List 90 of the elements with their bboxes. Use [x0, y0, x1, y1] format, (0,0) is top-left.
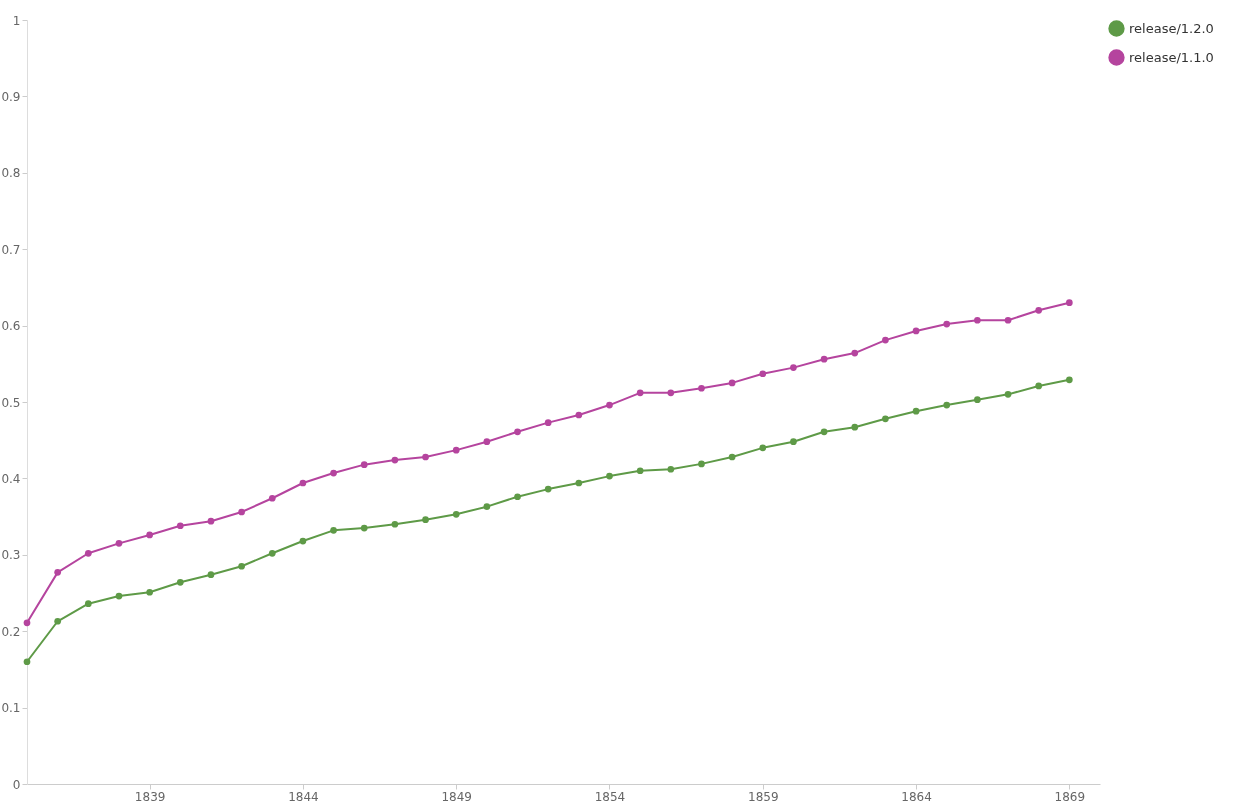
point: [299, 479, 307, 487]
point: [728, 453, 736, 461]
point: [698, 384, 705, 392]
point: [268, 549, 276, 557]
point: [790, 438, 797, 446]
point: [1065, 376, 1073, 384]
point: [391, 520, 399, 528]
point: [514, 428, 521, 436]
point: [422, 453, 429, 461]
point: [1035, 306, 1043, 314]
point: [299, 537, 307, 545]
point: [912, 327, 920, 335]
point: [943, 401, 951, 409]
point: [912, 407, 920, 415]
x-tick-label: 1839: [134, 789, 166, 804]
point: [146, 588, 153, 596]
point: [1004, 316, 1012, 324]
point: [54, 617, 62, 625]
point: [636, 467, 644, 475]
point: [360, 461, 368, 468]
y-tick-label: 0.6: [1, 319, 21, 334]
point: [820, 428, 828, 436]
point: [1035, 382, 1043, 390]
y-tick-label: 0.5: [1, 395, 21, 410]
x-tick-label: 1869: [1054, 789, 1086, 804]
y-tick-label: 0.8: [1, 166, 21, 181]
point: [391, 456, 399, 464]
point: [728, 379, 736, 387]
point: [882, 415, 889, 423]
point: [84, 549, 92, 557]
point: [974, 396, 981, 404]
point: [268, 494, 276, 502]
point: [575, 411, 583, 419]
y-tick-label: 0.9: [1, 89, 21, 104]
point: [636, 389, 644, 397]
point: [851, 423, 859, 431]
point: [115, 539, 123, 547]
point: [452, 510, 460, 518]
y-tick-label: 0.4: [1, 471, 21, 486]
point: [514, 493, 521, 501]
point: [207, 571, 215, 579]
x-tick-label: 1864: [901, 789, 932, 804]
legend-label: release/1.2.0: [1129, 20, 1214, 36]
point: [943, 320, 951, 328]
x-tick-label: 1844: [288, 789, 319, 804]
point: [483, 503, 491, 511]
point: [84, 600, 92, 608]
y-tick-label: 0.1: [1, 701, 21, 716]
point: [330, 469, 337, 477]
point: [790, 364, 797, 371]
point: [698, 460, 705, 468]
y-tick-label: 0.2: [1, 624, 21, 639]
point: [759, 444, 767, 452]
point: [851, 349, 859, 357]
point: [575, 479, 583, 487]
x-tick-label: 1854: [594, 789, 626, 804]
point: [238, 562, 245, 570]
x-tick-label: 1849: [441, 789, 472, 804]
point: [146, 531, 153, 539]
legend-label: release/1.1.0: [1129, 49, 1214, 65]
point: [176, 578, 184, 586]
point: [238, 508, 245, 516]
point: [759, 370, 767, 378]
x-tick-label: 1859: [748, 789, 779, 804]
point: [483, 438, 491, 446]
point: [667, 465, 675, 473]
y-tick-label: 0.3: [1, 548, 21, 563]
point: [974, 316, 981, 324]
point: [820, 355, 828, 363]
point: [606, 401, 613, 409]
y-tick-label: 1: [12, 13, 21, 28]
point: [544, 485, 552, 493]
y-tick-label: 0.7: [1, 242, 21, 257]
point: [176, 522, 184, 530]
point: [1065, 299, 1073, 307]
y-tick-label: 0: [12, 777, 21, 792]
point: [23, 658, 31, 666]
point: [667, 389, 675, 397]
point: [23, 619, 31, 627]
point: [422, 516, 429, 523]
point: [544, 419, 552, 426]
point: [360, 524, 368, 532]
point: [606, 472, 613, 480]
point: [54, 569, 62, 576]
point: [882, 336, 889, 344]
point: [452, 446, 460, 454]
point: [115, 592, 123, 600]
point: [330, 527, 337, 534]
point: [207, 517, 215, 525]
point: [1004, 391, 1012, 398]
